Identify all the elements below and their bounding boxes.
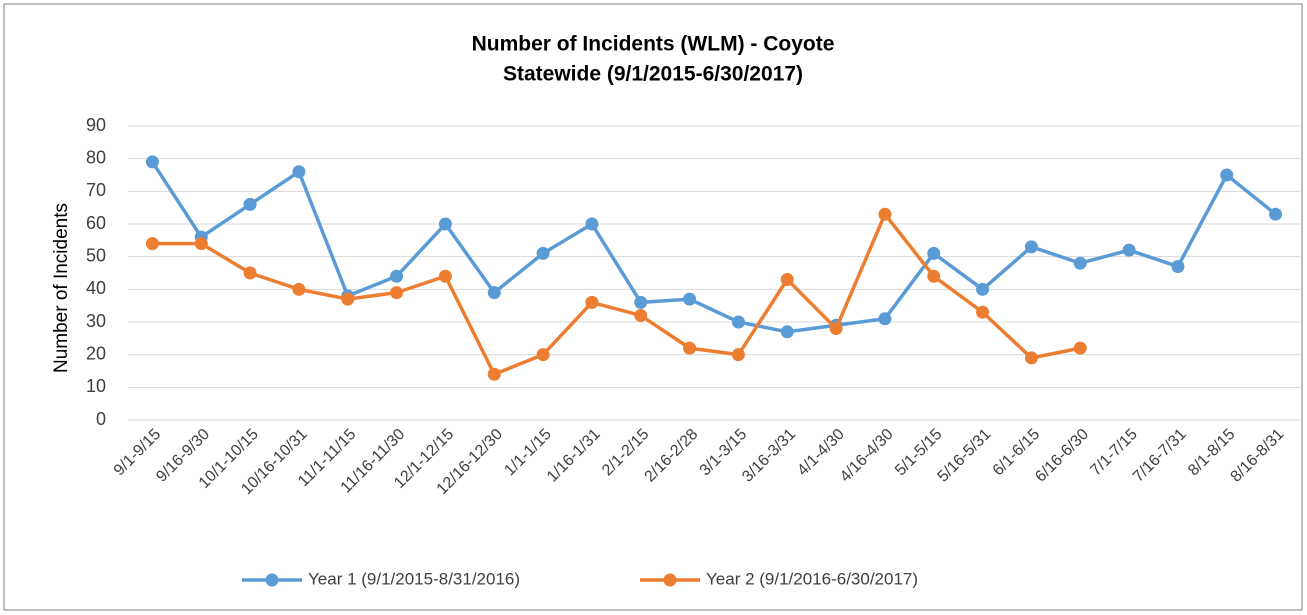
data-point [292, 282, 306, 296]
data-point [1073, 341, 1087, 355]
data-point [536, 348, 550, 362]
legend-marker [265, 573, 279, 587]
series-line [152, 210, 1081, 377]
data-point [145, 237, 159, 251]
data-point [243, 266, 257, 280]
data-point [731, 315, 745, 329]
y-tick-label: 10 [86, 376, 106, 396]
y-tick-label: 90 [86, 115, 106, 135]
y-tick-label: 40 [86, 278, 106, 298]
chart-frame [3, 3, 1303, 611]
y-tick-label: 0 [96, 409, 106, 429]
data-point [1024, 240, 1038, 254]
y-tick-label: 70 [86, 180, 106, 200]
data-point [390, 286, 404, 300]
legend-marker [663, 573, 677, 587]
data-point [1122, 243, 1136, 257]
data-point [1220, 168, 1234, 182]
data-point [585, 295, 599, 309]
data-point [634, 308, 648, 322]
data-point [585, 217, 599, 231]
data-point [780, 325, 794, 339]
data-point [683, 292, 697, 306]
data-point [292, 165, 306, 179]
data-point [976, 282, 990, 296]
chart-subtitle: Statewide (9/1/2015-6/30/2017) [503, 63, 803, 86]
data-point [1073, 256, 1087, 270]
data-point [927, 246, 941, 260]
data-point [1024, 351, 1038, 365]
data-point [243, 197, 257, 211]
chart-title: Number of Incidents (WLM) - Coyote [472, 33, 835, 56]
data-point [878, 312, 892, 326]
y-tick-label: 20 [86, 343, 106, 363]
data-point [878, 207, 892, 221]
legend-label: Year 1 (9/1/2015-8/31/2016) [308, 569, 520, 588]
series-line [150, 160, 1277, 334]
data-point [927, 269, 941, 283]
data-point [829, 322, 843, 336]
data-point [1269, 207, 1283, 221]
data-point [487, 286, 501, 300]
data-point [976, 305, 990, 319]
legend-label: Year 2 (9/1/2016-6/30/2017) [706, 569, 918, 588]
data-point [438, 217, 452, 231]
data-point [390, 269, 404, 283]
data-point [341, 292, 355, 306]
y-tick-label: 30 [86, 311, 106, 331]
data-point [1171, 259, 1185, 273]
data-point [194, 237, 208, 251]
data-point [536, 246, 550, 260]
data-point [731, 348, 745, 362]
data-point [634, 295, 648, 309]
data-point [683, 341, 697, 355]
y-tick-label: 80 [86, 147, 106, 167]
data-point [145, 155, 159, 169]
data-point [487, 367, 501, 381]
y-axis-label: Number of Incidents [51, 203, 72, 373]
y-tick-label: 50 [86, 245, 106, 265]
data-point [438, 269, 452, 283]
data-point [780, 273, 794, 287]
y-tick-label: 60 [86, 213, 106, 233]
